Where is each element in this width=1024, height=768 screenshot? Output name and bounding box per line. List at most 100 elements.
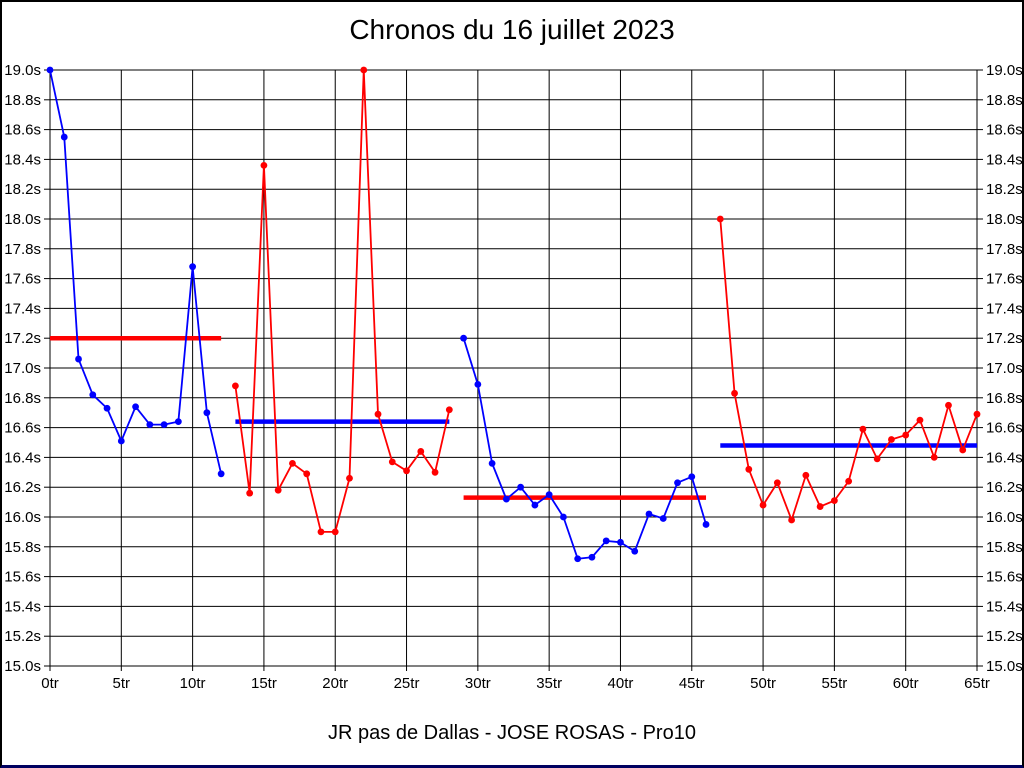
run-1-laps-point — [160, 421, 168, 429]
y-tick-label-right: 18.8s — [986, 92, 1023, 109]
y-tick-label-left: 17.6s — [4, 271, 41, 288]
y-tick-label-left: 18.6s — [4, 122, 41, 139]
y-tick-label-right: 18.0s — [986, 211, 1023, 228]
run-3-laps-point — [502, 495, 510, 503]
run-1-laps-point — [103, 404, 111, 412]
y-tick-label-left: 17.0s — [4, 360, 41, 377]
run-4-laps-point — [902, 431, 910, 439]
run-1-laps-point — [46, 66, 54, 74]
run-2-laps-line — [234, 69, 451, 533]
x-tick-label: 45tr — [679, 675, 705, 692]
y-tick-label-left: 15.6s — [4, 569, 41, 586]
run-1-laps-point — [89, 391, 97, 399]
run-4-laps-point — [773, 479, 781, 487]
x-tick-label: 60tr — [893, 675, 919, 692]
run-1-laps-point — [217, 470, 225, 478]
run-1-laps-point — [117, 437, 125, 445]
run-1-laps-point — [132, 403, 139, 411]
y-tick-label-right: 15.2s — [986, 628, 1023, 645]
run-1-laps-line — [49, 69, 223, 474]
run-2-laps-point — [232, 382, 239, 390]
run-3-laps-point — [488, 459, 496, 467]
x-tick-label: 50tr — [750, 675, 776, 692]
y-tick-label-left: 15.0s — [4, 658, 41, 675]
run-4-laps-point — [759, 501, 767, 509]
run-1-laps-point — [203, 409, 211, 417]
run-3-laps-point — [702, 521, 710, 528]
y-tick-label-left: 18.0s — [4, 211, 41, 228]
run-3-laps-point — [560, 513, 567, 521]
y-tick-label-right: 18.6s — [986, 122, 1023, 139]
x-tick-label: 5tr — [113, 675, 131, 692]
run-3-laps-point — [631, 547, 639, 555]
y-tick-label-left: 18.8s — [4, 92, 41, 109]
y-tick-label-right: 16.2s — [986, 479, 1023, 496]
run-2-laps-point — [260, 161, 268, 169]
x-tick-label: 25tr — [394, 675, 420, 692]
run-4-laps-point — [745, 465, 753, 473]
run-4-laps-point — [959, 446, 967, 454]
run-3-laps-point — [602, 537, 610, 545]
run-3-laps-point — [460, 334, 467, 342]
y-tick-label-right: 17.6s — [986, 271, 1023, 288]
y-tick-label-right: 15.4s — [986, 598, 1023, 615]
run-3-laps-point — [474, 380, 482, 388]
x-tick-label: 15tr — [251, 675, 277, 692]
run-3-laps-point — [531, 501, 539, 509]
y-tick-label-right: 18.2s — [986, 181, 1023, 198]
run-3-laps-point — [688, 473, 696, 481]
y-tick-label-right: 15.0s — [986, 658, 1023, 675]
run-2-laps-point — [246, 489, 254, 497]
x-tick-label: 65tr — [964, 675, 990, 692]
run-4-laps-point — [788, 516, 795, 524]
run-4-laps-point — [716, 215, 724, 223]
run-4-laps-point — [873, 455, 881, 463]
y-tick-label-left: 16.4s — [4, 449, 41, 466]
run-2-laps-point — [360, 66, 368, 74]
y-tick-label-left: 17.4s — [4, 300, 41, 317]
y-tick-label-right: 17.0s — [986, 360, 1023, 377]
y-tick-label-left: 16.8s — [4, 390, 41, 407]
y-tick-label-right: 17.8s — [986, 241, 1023, 258]
y-tick-label-left: 15.2s — [4, 628, 41, 645]
y-tick-label-left: 17.2s — [4, 330, 41, 347]
run-3-laps-point — [545, 491, 553, 499]
y-tick-label-right: 15.8s — [986, 539, 1023, 556]
y-tick-label-right: 16.8s — [986, 390, 1023, 407]
run-2-laps-point — [289, 459, 296, 467]
x-tick-label: 20tr — [322, 675, 348, 692]
y-tick-label-right: 16.4s — [986, 449, 1023, 466]
run-4-laps-point — [916, 416, 924, 424]
y-tick-label-right: 18.4s — [986, 151, 1023, 168]
run-4-laps-point — [859, 425, 867, 433]
x-tick-label: 30tr — [465, 675, 491, 692]
run-2-laps-point — [317, 528, 325, 536]
y-tick-label-left: 17.8s — [4, 241, 41, 258]
y-tick-label-right: 17.2s — [986, 330, 1023, 347]
x-tick-label: 40tr — [608, 675, 634, 692]
run-3-laps-point — [659, 515, 667, 522]
footer-label: JR pas de Dallas - JOSE ROSAS - Pro10 — [328, 722, 696, 744]
run-4-laps-point — [930, 454, 938, 461]
run-2-laps-point — [403, 467, 410, 475]
x-tick-label: 0tr — [41, 675, 59, 692]
run-2-laps-point — [388, 458, 396, 466]
run-3-laps-point — [588, 553, 596, 561]
run-4-laps-point — [816, 503, 824, 510]
run-3-laps-point — [517, 483, 525, 491]
y-tick-label-right: 15.6s — [986, 569, 1023, 586]
x-tick-label: 10tr — [180, 675, 206, 692]
run-4-laps-point — [888, 436, 895, 443]
run-4-laps-point — [830, 497, 838, 505]
y-tick-label-right: 17.4s — [986, 300, 1023, 317]
run-4-laps-line — [719, 218, 978, 521]
y-tick-label-right: 16.0s — [986, 509, 1023, 526]
x-tick-label: 35tr — [536, 675, 562, 692]
run-1-laps-point — [189, 263, 197, 271]
y-tick-label-left: 16.0s — [4, 509, 41, 526]
run-2-laps-point — [303, 470, 311, 478]
run-2-laps-point — [417, 448, 425, 455]
run-4-laps-point — [973, 410, 981, 418]
